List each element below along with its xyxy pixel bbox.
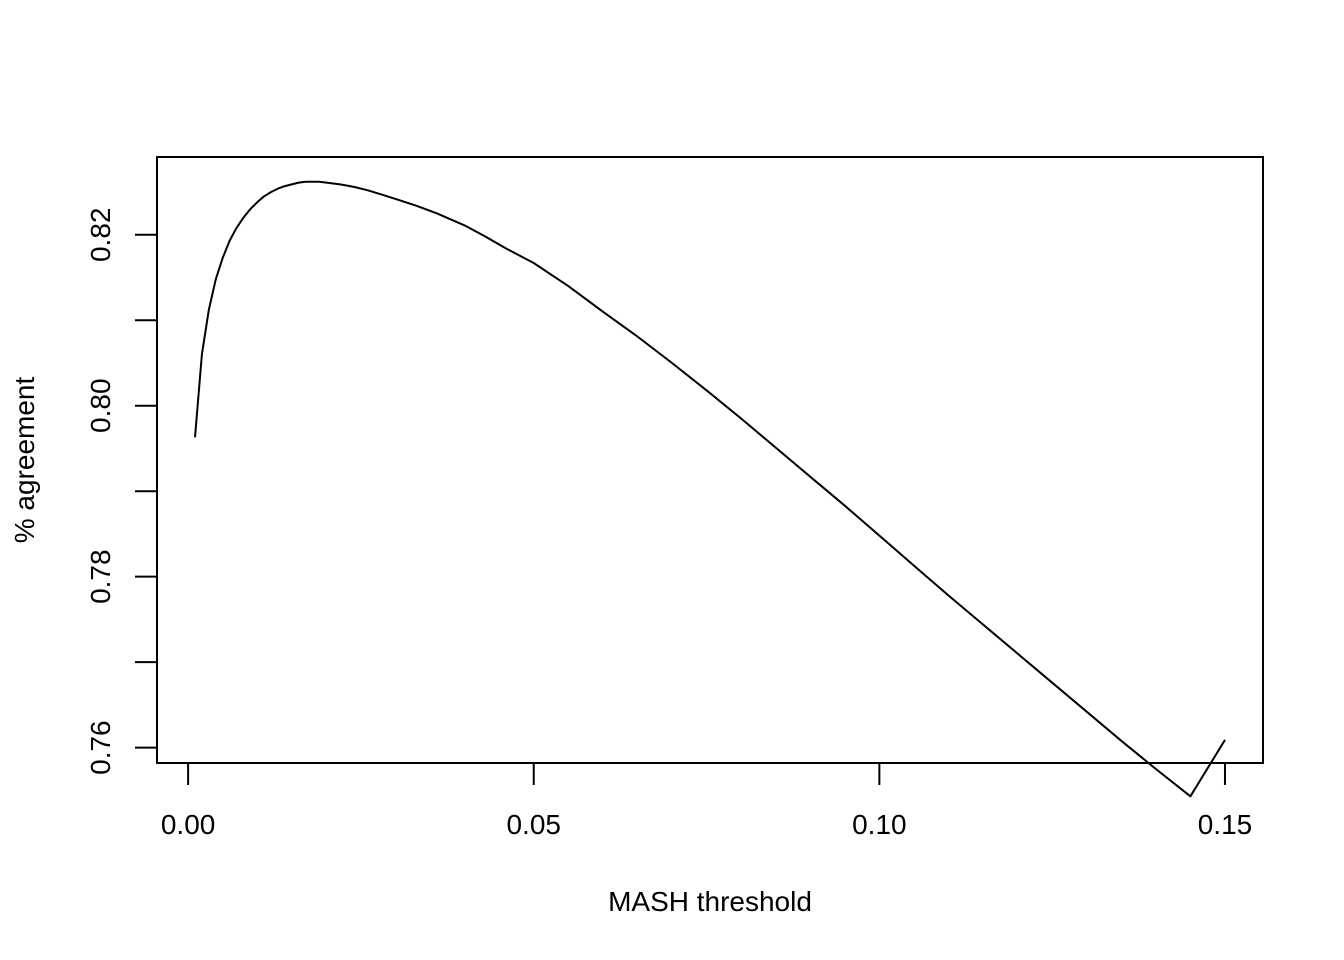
y-tick-label: 0.82: [85, 208, 116, 263]
y-axis: 0.76 0.78 0.80 0.82: [85, 208, 158, 775]
x-tick-label: 0.05: [506, 809, 561, 840]
y-axis-title: % agreement: [9, 377, 40, 544]
x-axis-title: MASH threshold: [608, 886, 812, 917]
y-tick-label: 0.80: [85, 378, 116, 433]
series-group: [194, 180, 1226, 798]
y-tick-label: 0.76: [85, 720, 116, 775]
series-line: [194, 180, 1226, 798]
x-axis: 0.00 0.05 0.10 0.15: [161, 762, 1253, 840]
x-tick-label: 0.15: [1198, 809, 1253, 840]
x-tick-label: 0.00: [161, 809, 216, 840]
y-tick-label: 0.78: [85, 549, 116, 604]
plot-frame: [156, 156, 1264, 764]
x-tick-label: 0.10: [852, 809, 907, 840]
